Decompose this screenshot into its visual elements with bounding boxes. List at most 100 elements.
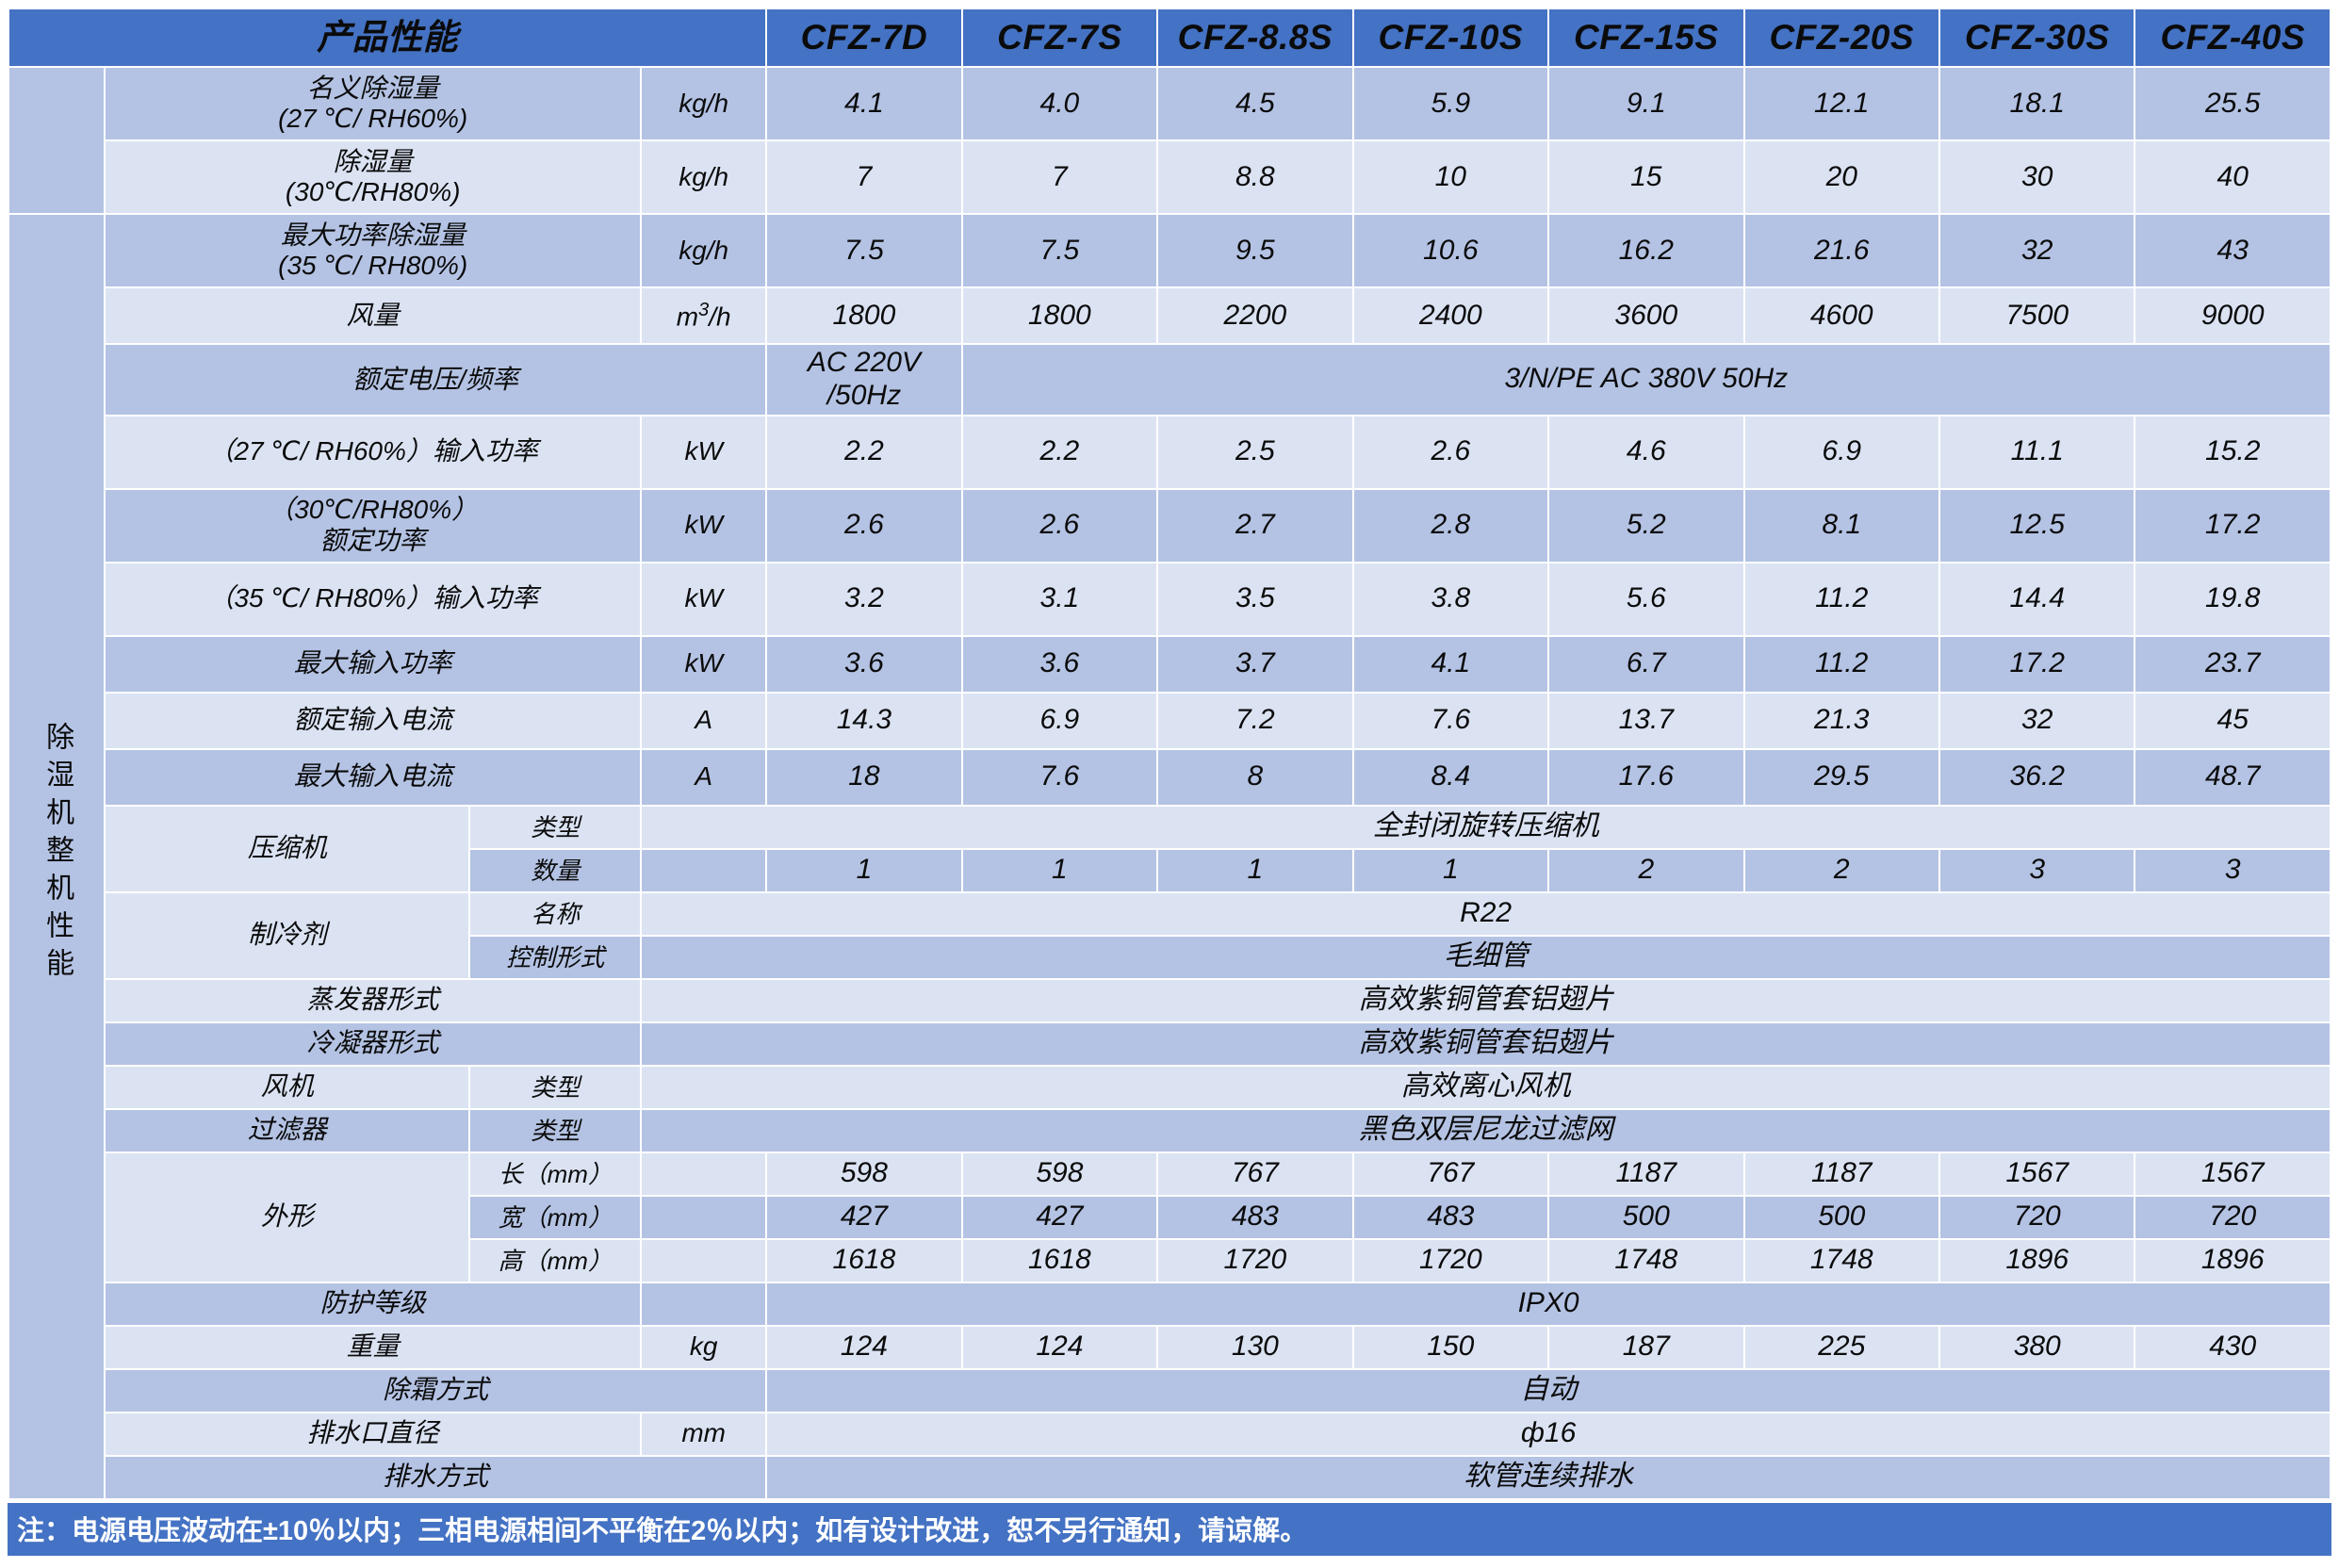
cell-value: 20 <box>1744 141 1938 213</box>
cell-value: 17.2 <box>2135 489 2330 562</box>
cell-value: 598 <box>767 1152 961 1195</box>
row-label-max-power-dehumidification: 最大功率除湿量 (35 ℃/ RH80%) <box>106 215 641 286</box>
table-row: 风机 类型 高效离心风机 <box>9 1066 2330 1108</box>
row-unit: kg/h <box>642 68 766 139</box>
cell-value: 48.7 <box>2135 749 2330 805</box>
row-label-weight: 重量 <box>106 1326 641 1368</box>
sub-label-compressor-qty: 数量 <box>470 849 641 891</box>
cell-value: 21.3 <box>1744 693 1938 748</box>
row-unit: kg/h <box>642 215 766 286</box>
cell-value: 2.2 <box>962 416 1157 488</box>
table-row: 除湿量 (30℃/RH80%) kg/h 7 7 8.8 10 15 20 30… <box>9 141 2330 213</box>
row-unit: kg <box>642 1326 766 1368</box>
spacer-cell <box>642 1239 766 1282</box>
cell-value: 187 <box>1549 1326 1743 1368</box>
cell-value: 1 <box>1353 849 1548 891</box>
cell-value: 6.7 <box>1549 636 1743 692</box>
sub-label-filter-type: 类型 <box>470 1109 641 1152</box>
header-model-5: CFZ-20S <box>1744 9 1938 66</box>
cell-value: 14.3 <box>767 693 961 748</box>
cell-value: 1 <box>962 849 1157 891</box>
row-label-fan: 风机 <box>106 1066 469 1108</box>
cell-value: 3.6 <box>767 636 961 692</box>
table-row: 过滤器 类型 黑色双层尼龙过滤网 <box>9 1109 2330 1152</box>
cell-value: 7.6 <box>962 749 1157 805</box>
table-row: 额定电压/频率 AC 220V /50Hz 3/N/PE AC 380V 50H… <box>9 345 2330 415</box>
row-unit: kW <box>642 636 766 692</box>
cell-value: 500 <box>1744 1196 1938 1238</box>
cell-value-compressor-type: 全封闭旋转压缩机 <box>642 806 2330 848</box>
cell-value: 3600 <box>1549 288 1743 343</box>
cell-value: 21.6 <box>1744 215 1938 286</box>
table-row: 宽（mm） 427 427 483 483 500 500 720 720 <box>9 1196 2330 1238</box>
cell-value: 2.6 <box>1353 416 1548 488</box>
sub-label-refrigerant-control: 控制形式 <box>470 936 641 978</box>
table-row: 外形 长（mm） 598 598 767 767 1187 1187 1567 … <box>9 1152 2330 1282</box>
cell-value: 29.5 <box>1744 749 1938 805</box>
cell-value-filter: 黑色双层尼龙过滤网 <box>642 1109 2330 1152</box>
cell-value: 124 <box>962 1326 1157 1368</box>
row-unit: A <box>642 749 766 805</box>
row-label-rated-voltage-frequency: 额定电压/频率 <box>106 345 766 415</box>
cell-value: 2.5 <box>1158 416 1352 488</box>
product-spec-table: 产品性能 CFZ-7D CFZ-7S CFZ-8.8S CFZ-10S CFZ-… <box>8 8 2331 1500</box>
cell-value-refrigerant-name: R22 <box>642 892 2330 935</box>
row-label-drain-mode: 排水方式 <box>106 1456 766 1498</box>
cell-value: 19.8 <box>2135 563 2330 635</box>
spacer-cell <box>642 849 766 891</box>
cell-value: 1896 <box>1939 1239 2135 1282</box>
cell-value: 1800 <box>962 288 1157 343</box>
cell-value: 483 <box>1158 1196 1352 1238</box>
cell-value: 4.1 <box>1353 636 1548 692</box>
row-unit: m3/h <box>642 288 766 343</box>
cell-value: 3 <box>1939 849 2135 891</box>
sub-label-compressor-type: 类型 <box>470 806 641 848</box>
cell-value: 1800 <box>767 288 961 343</box>
cell-value: 720 <box>1939 1196 2135 1238</box>
cell-value: 7 <box>962 141 1157 213</box>
cell-value: 11.1 <box>1939 416 2135 488</box>
row-label-rated-power-30: （30℃/RH80%） 额定功率 <box>106 489 641 562</box>
cell-value: 427 <box>767 1196 961 1238</box>
cell-value: 10.6 <box>1353 215 1548 286</box>
cell-value: 1748 <box>1744 1239 1938 1282</box>
cell-value: 2200 <box>1158 288 1352 343</box>
cell-value: 4600 <box>1744 288 1938 343</box>
row-label-filter: 过滤器 <box>106 1109 469 1152</box>
row-label-input-power-35: （35 ℃/ RH80%）输入功率 <box>106 563 641 635</box>
row-label-refrigerant: 制冷剂 <box>106 892 469 978</box>
row-label-rated-input-current: 额定输入电流 <box>106 693 641 748</box>
cell-value: 11.2 <box>1744 636 1938 692</box>
row-unit: kW <box>642 416 766 488</box>
cell-value: 40 <box>2135 141 2330 213</box>
cell-value: 1748 <box>1549 1239 1743 1282</box>
group-label-text: 除湿机整机性能 <box>41 722 74 987</box>
header-model-3: CFZ-10S <box>1353 9 1548 66</box>
cell-value: 1896 <box>2135 1239 2330 1282</box>
row-label-dimensions: 外形 <box>106 1152 469 1282</box>
cell-value: 1720 <box>1158 1239 1352 1282</box>
row-label-drain-diameter: 排水口直径 <box>106 1413 641 1455</box>
cell-value-protection-grade: IPX0 <box>767 1282 2330 1325</box>
table-row: 排水方式 软管连续排水 <box>9 1456 2330 1498</box>
header-model-0: CFZ-7D <box>767 9 961 66</box>
sub-label-length: 长（mm） <box>470 1152 641 1195</box>
table-row: 蒸发器形式 高效紫铜管套铝翅片 <box>9 979 2330 1021</box>
table-header-row: 产品性能 CFZ-7D CFZ-7S CFZ-8.8S CFZ-10S CFZ-… <box>9 9 2330 66</box>
row-label-compressor: 压缩机 <box>106 806 469 891</box>
row-unit: mm <box>642 1413 766 1455</box>
cell-value: 12.1 <box>1744 68 1938 139</box>
header-model-2: CFZ-8.8S <box>1158 9 1352 66</box>
table-row: 控制形式 毛细管 <box>9 936 2330 978</box>
cell-value: 380 <box>1939 1326 2135 1368</box>
table-row: 高（mm） 1618 1618 1720 1720 1748 1748 1896… <box>9 1239 2330 1282</box>
cell-value: 1187 <box>1549 1152 1743 1195</box>
spacer-cell <box>642 1282 766 1325</box>
cell-value: 7 <box>767 141 961 213</box>
cell-value: 150 <box>1353 1326 1548 1368</box>
cell-value: 767 <box>1353 1152 1548 1195</box>
sub-label-height: 高（mm） <box>470 1239 641 1282</box>
cell-value: 4.0 <box>962 68 1157 139</box>
cell-value: 1 <box>1158 849 1352 891</box>
cell-value: 2.7 <box>1158 489 1352 562</box>
